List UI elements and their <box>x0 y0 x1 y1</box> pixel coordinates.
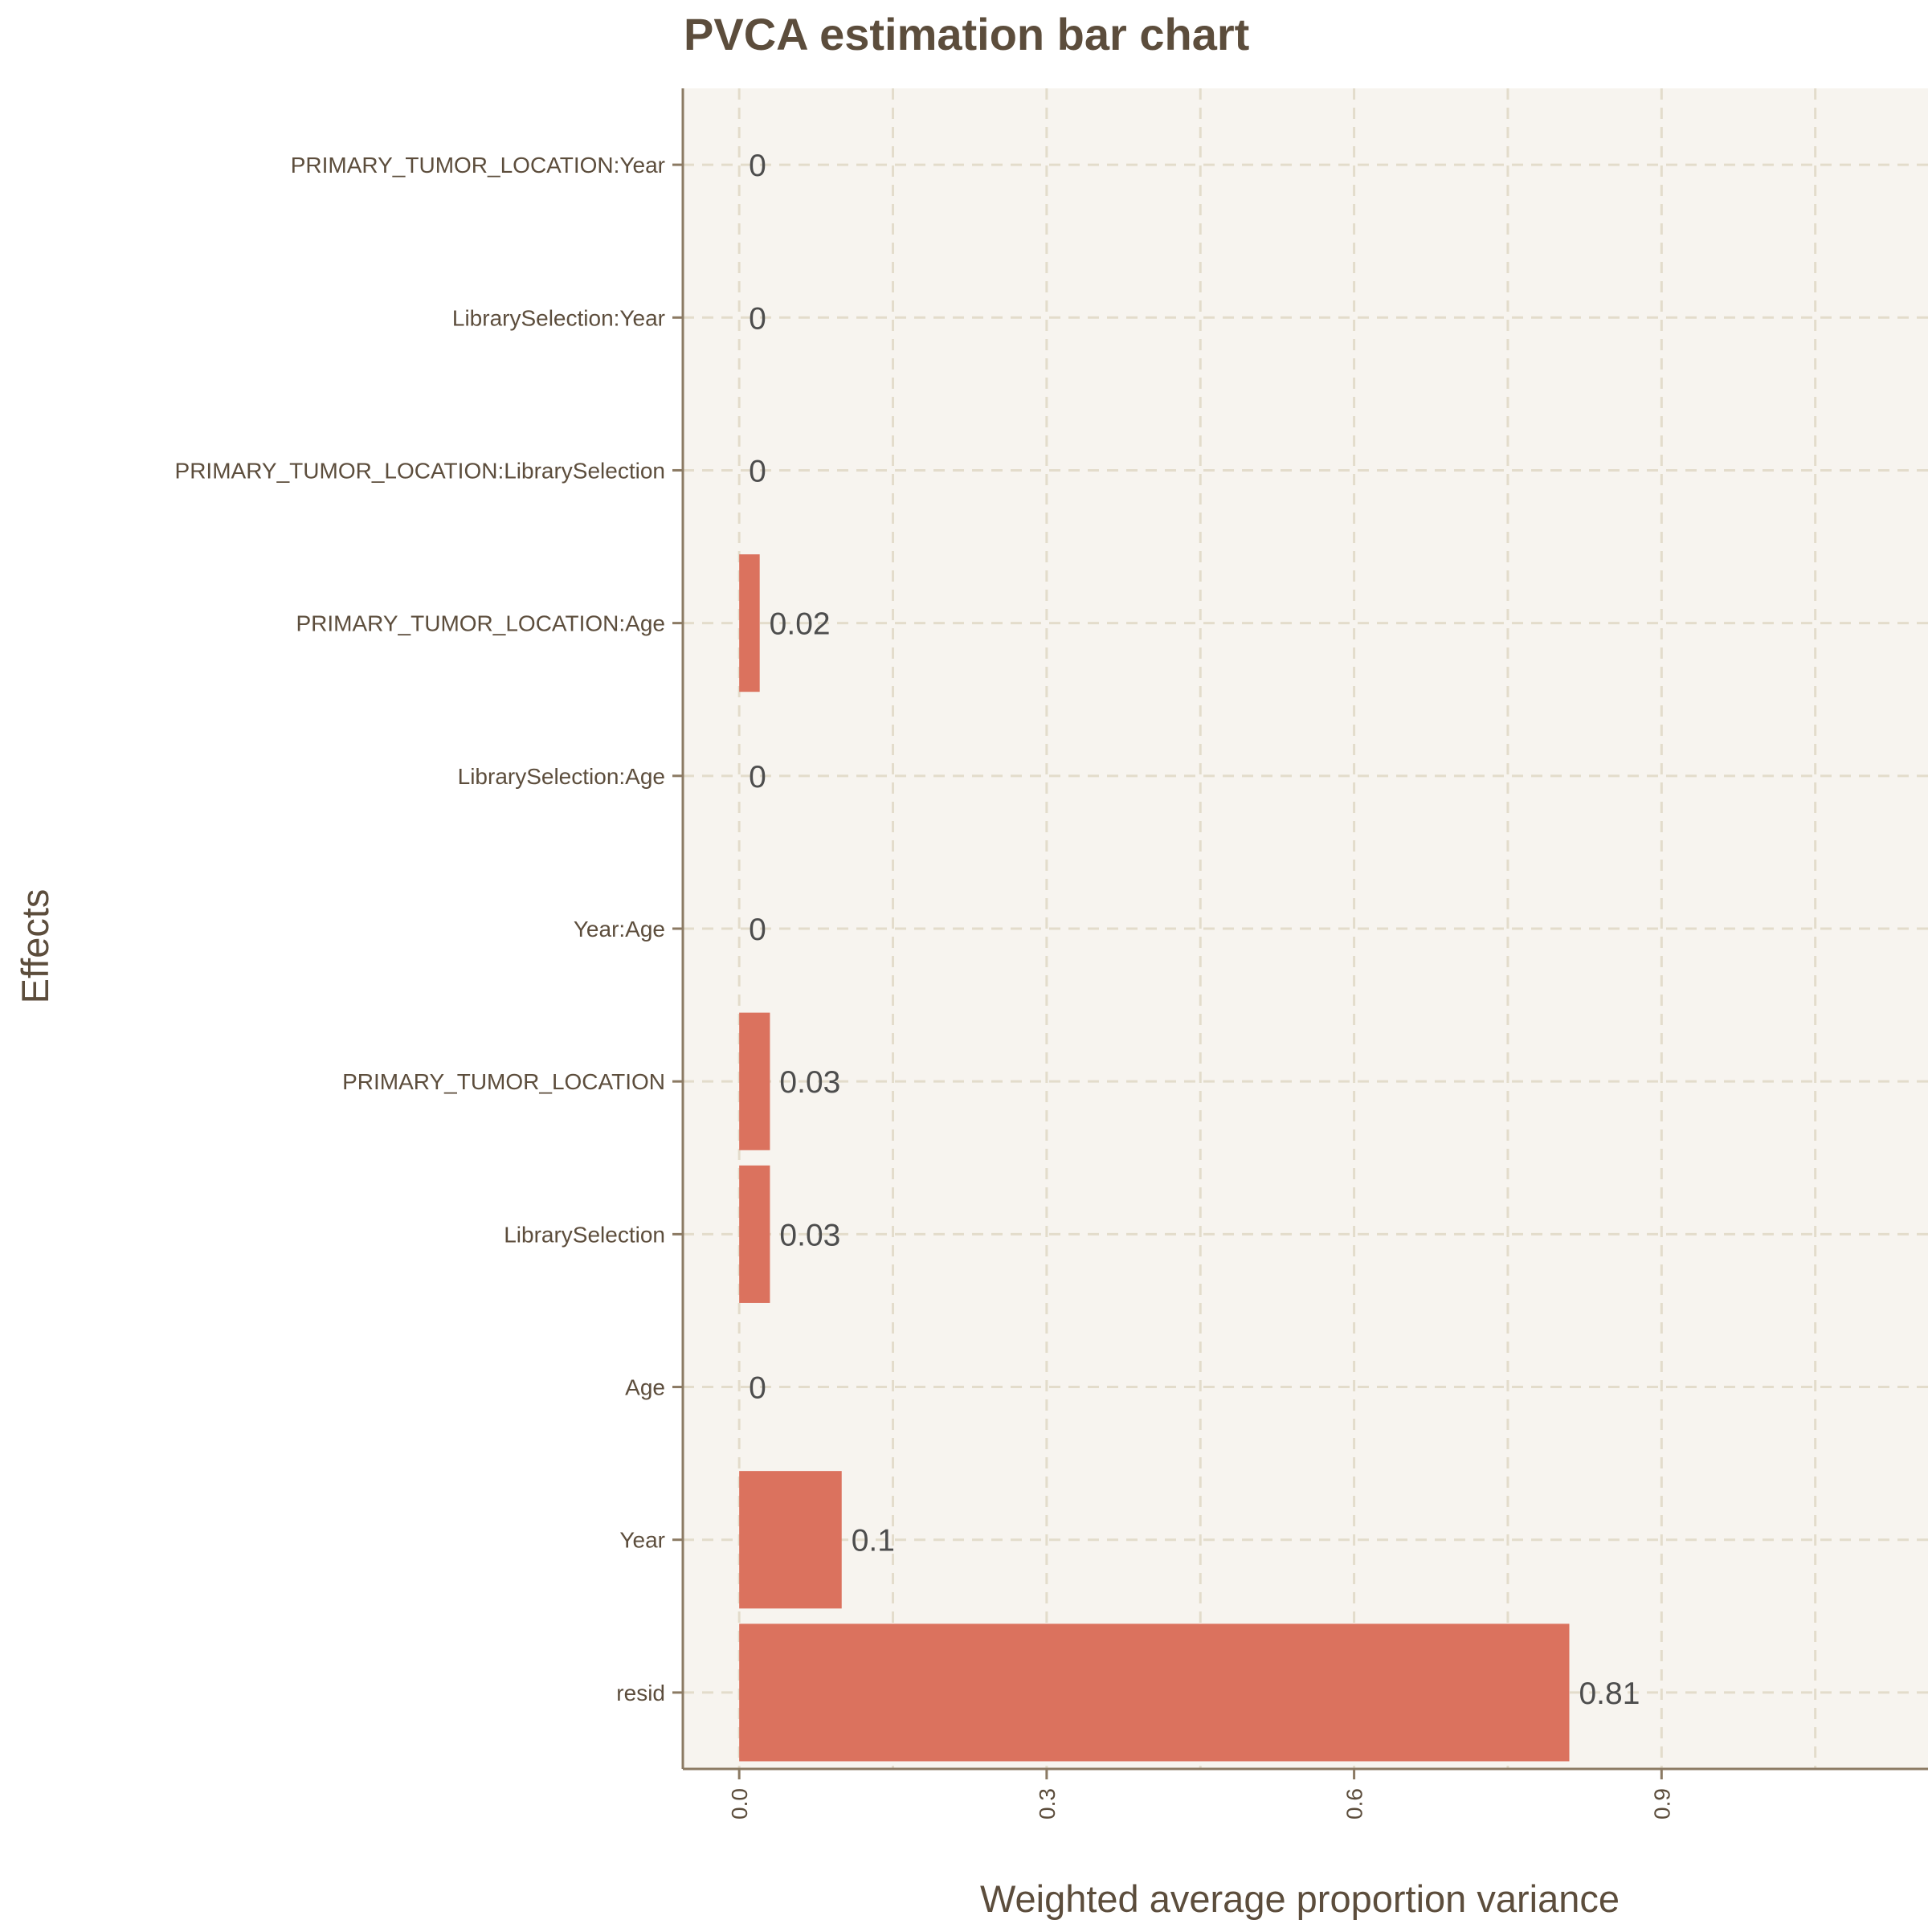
bar-value-label: 0 <box>749 1371 766 1406</box>
bar-value-label: 0.03 <box>779 1218 840 1252</box>
bar <box>739 1012 770 1150</box>
y-tick-label: Year <box>619 1528 665 1553</box>
y-tick-label: LibrarySelection:Age <box>458 764 665 789</box>
y-tick-label: LibrarySelection <box>504 1222 665 1247</box>
y-axis-title: Effects <box>14 889 56 1004</box>
bar <box>739 1165 770 1303</box>
y-tick-label: PRIMARY_TUMOR_LOCATION <box>342 1069 665 1094</box>
bar-value-label: 0 <box>749 913 766 947</box>
bar-value-label: 0 <box>749 149 766 183</box>
bar-value-label: 0.03 <box>779 1065 840 1100</box>
bar-value-label: 0.02 <box>770 607 831 642</box>
bar-value-label: 0.81 <box>1579 1677 1640 1711</box>
bar-value-label: 0 <box>749 760 766 794</box>
bar <box>739 1624 1570 1762</box>
bar <box>739 1471 842 1609</box>
bar-value-label: 0.1 <box>852 1524 895 1558</box>
y-tick-label: PRIMARY_TUMOR_LOCATION:Year <box>291 153 665 178</box>
y-tick-label: PRIMARY_TUMOR_LOCATION:Age <box>296 611 665 636</box>
x-tick-label: 0.3 <box>1035 1788 1060 1820</box>
bar-value-label: 0 <box>749 454 766 488</box>
x-axis-ticks: 0.0 0.3 0.6 0.9 <box>727 1769 1674 1820</box>
x-tick-label: 0.6 <box>1342 1788 1367 1820</box>
y-tick-label: LibrarySelection:Year <box>452 305 665 330</box>
bars <box>739 554 1570 1762</box>
y-tick-label: resid <box>616 1681 665 1705</box>
bar-value-label: 0 <box>749 301 766 336</box>
y-tick-label: Year:Age <box>574 917 665 941</box>
value-labels: 0.81 0.1 0 0.03 0.03 0 0 0.02 0 0 0 <box>749 149 1640 1711</box>
y-tick-label: PRIMARY_TUMOR_LOCATION:LibrarySelection <box>175 458 665 483</box>
x-tick-label: 0.0 <box>727 1788 752 1820</box>
bar <box>739 554 760 692</box>
y-axis-ticks: resid Year Age LibrarySelection PRIMARY_TUMO… <box>175 153 683 1705</box>
x-tick-label: 0.9 <box>1649 1788 1674 1820</box>
y-tick-label: Age <box>625 1375 665 1400</box>
chart-title: PVCA estimation bar chart <box>684 9 1249 59</box>
x-axis-title: Weighted average proportion variance <box>980 1877 1620 1920</box>
